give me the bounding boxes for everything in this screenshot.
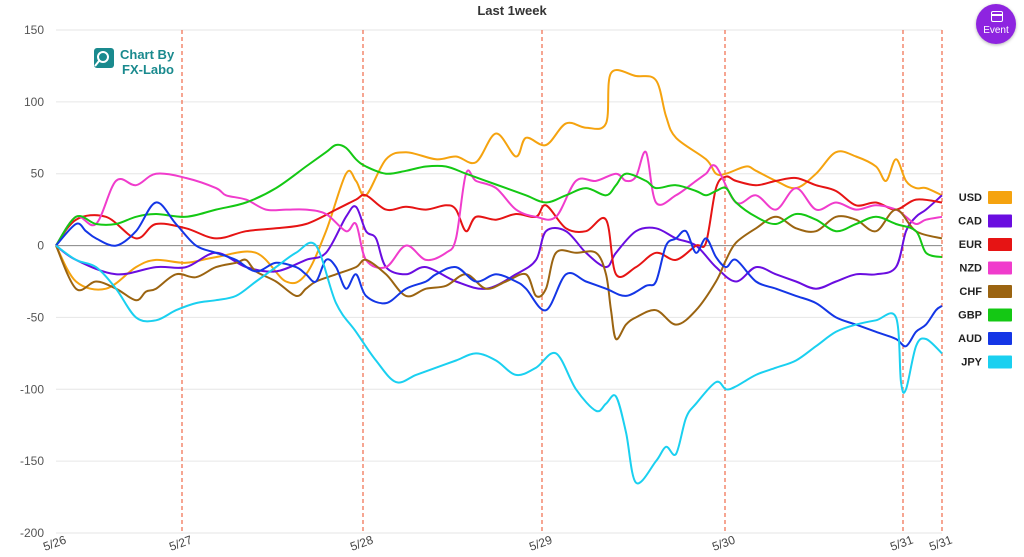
- series-line-gbp: [55, 143, 943, 259]
- legend-label-aud: AUD: [958, 333, 982, 345]
- legend-label-eur: EUR: [959, 239, 982, 251]
- legend-label-chf: CHF: [959, 286, 982, 298]
- legend-swatch-chf[interactable]: [988, 285, 1012, 298]
- legend-swatch-nzd[interactable]: [988, 261, 1012, 275]
- series-line-chf: [55, 208, 943, 341]
- y-tick-label: 0: [37, 239, 44, 253]
- chart-title: Last 1week: [477, 3, 547, 18]
- gridlines: [56, 29, 942, 534]
- y-tick-label: 150: [24, 23, 44, 37]
- x-tick-label: 5/31: [888, 533, 915, 554]
- legend-label-usd: USD: [959, 192, 982, 204]
- y-tick-label: 50: [31, 167, 45, 181]
- event-button[interactable]: Event: [976, 4, 1016, 44]
- series-line-eur: [55, 175, 943, 278]
- x-tick-label: 5/31: [927, 533, 954, 554]
- x-tick-label: 5/26: [41, 533, 68, 554]
- series-line-nzd: [55, 150, 943, 269]
- y-tick-label: -50: [27, 310, 45, 324]
- series-lines: [55, 69, 943, 485]
- logo-line1: Chart By: [120, 47, 175, 62]
- legend: USD CAD EUR NZD CHF GBP AUD JPY: [958, 191, 1012, 369]
- legend-swatch-jpy[interactable]: [988, 355, 1012, 369]
- legend-swatch-cad[interactable]: [988, 214, 1012, 228]
- legend-label-nzd: NZD: [959, 263, 982, 275]
- series-line-cad: [55, 194, 943, 290]
- x-tick-label: 5/28: [348, 533, 375, 554]
- logo-icon-handle: [94, 60, 100, 67]
- legend-swatch-aud[interactable]: [988, 332, 1012, 345]
- legend-swatch-usd[interactable]: [988, 191, 1012, 204]
- legend-swatch-eur[interactable]: [988, 238, 1012, 251]
- calendar-icon: [991, 11, 1003, 22]
- series-line-usd: [55, 69, 943, 291]
- logo-icon-magnifier: [97, 51, 109, 63]
- event-button-label: Event: [983, 25, 1009, 36]
- y-tick-label: 100: [24, 95, 44, 109]
- legend-label-cad: CAD: [958, 216, 982, 228]
- legend-swatch-gbp[interactable]: [988, 308, 1012, 322]
- x-axis-ticks: 5/26 5/27 5/28 5/29 5/30 5/31 5/31: [41, 533, 954, 554]
- series-line-jpy: [55, 241, 943, 485]
- series-line-aud: [55, 201, 943, 348]
- x-tick-label: 5/27: [167, 533, 194, 554]
- y-axis-ticks: 150 100 50 0 -50 -100 -150 -200: [20, 23, 44, 540]
- y-tick-label: -200: [20, 526, 44, 540]
- legend-label-gbp: GBP: [958, 310, 982, 322]
- logo: Chart By FX-Labo: [94, 47, 175, 77]
- y-tick-label: -150: [20, 454, 44, 468]
- x-tick-label: 5/29: [527, 533, 554, 554]
- legend-label-jpy: JPY: [961, 357, 982, 369]
- y-tick-label: -100: [20, 382, 44, 396]
- logo-line2: FX-Labo: [122, 62, 174, 77]
- x-tick-label: 5/30: [710, 533, 737, 554]
